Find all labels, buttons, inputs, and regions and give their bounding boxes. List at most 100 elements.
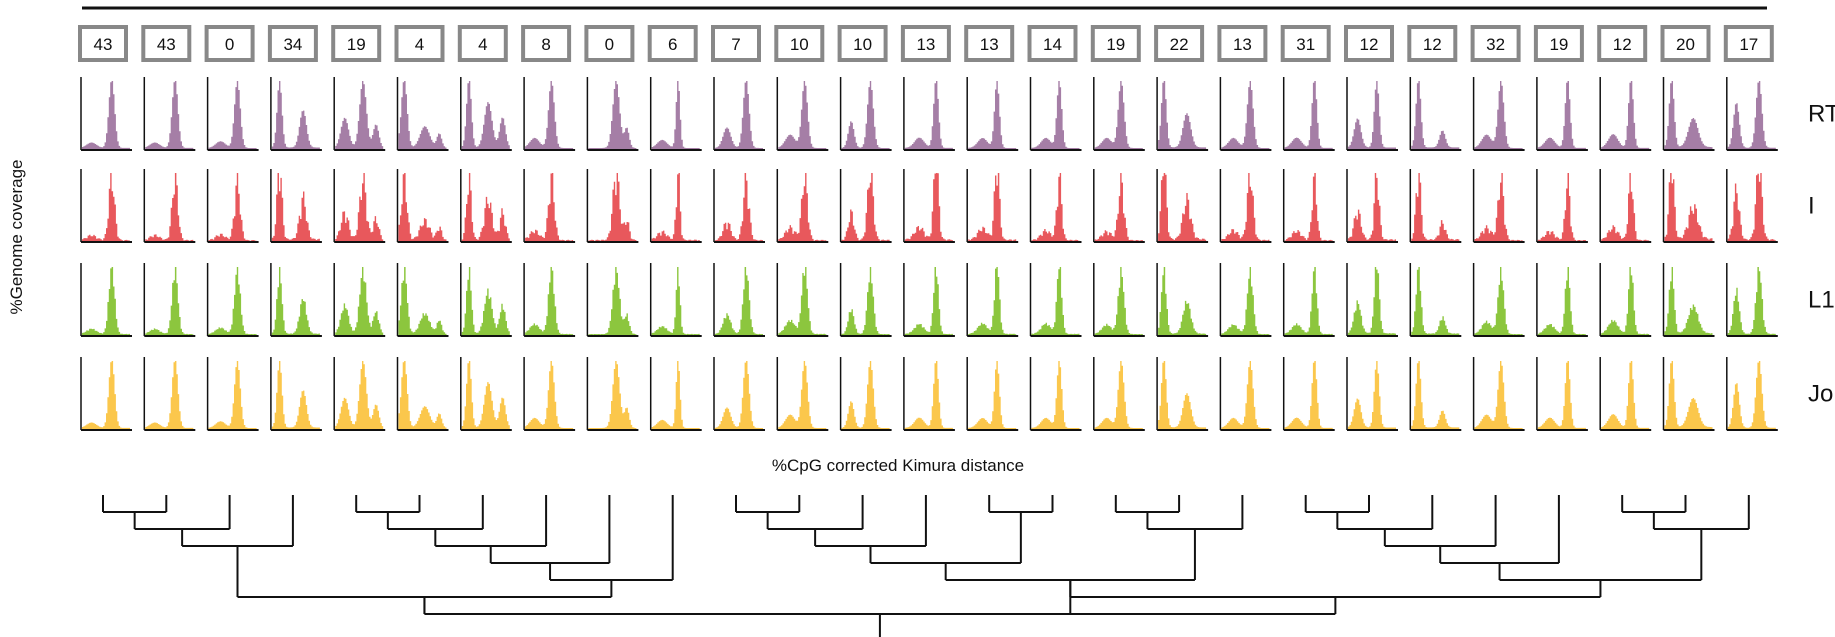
histogram-panel: [776, 77, 829, 151]
histogram-panel: [523, 263, 576, 337]
count-box: [1217, 25, 1268, 62]
histogram-area: [1221, 81, 1270, 150]
count-box: [394, 25, 445, 62]
histogram-panel: [396, 263, 449, 337]
histogram-area: [335, 361, 384, 430]
histogram-area: [398, 81, 447, 150]
count-label: 13: [980, 35, 999, 54]
count-box: [1154, 25, 1205, 62]
count-label: 12: [1360, 35, 1379, 54]
histogram-panel: [206, 77, 259, 151]
histogram-area: [904, 81, 953, 150]
count-box: [1470, 25, 1521, 62]
histogram-area: [1094, 267, 1143, 336]
histogram-area: [651, 81, 700, 150]
histogram-panel: [586, 77, 639, 151]
row-labels: RT I L1 Jo: [1808, 101, 1835, 408]
count-label: 19: [1106, 35, 1125, 54]
histogram-panel: [1472, 357, 1525, 431]
histogram-panel: [460, 169, 512, 243]
histogram-grid: [80, 77, 1778, 431]
count-label: 34: [283, 35, 302, 54]
histogram-area: [1537, 267, 1586, 336]
histogram-panel: [1536, 77, 1588, 151]
histogram-area: [398, 173, 447, 242]
histogram-panel: [1346, 169, 1398, 243]
histogram-area: [1221, 361, 1270, 430]
histogram-area: [525, 267, 574, 336]
dendrogram: [102, 495, 1750, 637]
y-axis-title: %Genome coverage: [7, 160, 26, 315]
histogram-area: [335, 267, 384, 336]
histogram-area: [1474, 173, 1523, 242]
histogram-panel: [1472, 263, 1525, 337]
histogram-panel: [649, 169, 702, 243]
histogram-area: [398, 361, 447, 430]
histogram-area: [145, 361, 194, 430]
histogram-area: [145, 81, 194, 150]
count-box: [900, 25, 951, 62]
histogram-area: [208, 361, 257, 430]
count-label: 6: [668, 35, 677, 54]
histogram-panel: [586, 169, 639, 243]
count-box: [521, 25, 572, 62]
histogram-area: [1348, 361, 1396, 430]
histogram-panel: [1409, 169, 1462, 243]
count-label: 43: [94, 35, 113, 54]
histogram-panel: [1219, 357, 1272, 431]
histogram-area: [525, 361, 574, 430]
histogram-panel: [1599, 77, 1652, 151]
histogram-area: [82, 81, 130, 150]
histogram-area: [271, 81, 320, 150]
count-label: 4: [415, 35, 424, 54]
histogram-panel: [270, 77, 322, 151]
histogram-area: [208, 267, 257, 336]
histogram-panel: [1536, 263, 1588, 337]
histogram-panel: [333, 77, 386, 151]
histogram-panel: [1472, 169, 1525, 243]
histogram-area: [82, 267, 130, 336]
count-label: 12: [1423, 35, 1442, 54]
histogram-panel: [713, 357, 765, 431]
histogram-panel: [649, 357, 702, 431]
histogram-panel: [143, 263, 196, 337]
count-label: 10: [790, 35, 809, 54]
histogram-panel: [1219, 263, 1272, 337]
histogram-area: [1474, 361, 1523, 430]
histogram-area: [715, 267, 763, 336]
histogram-area: [968, 361, 1017, 430]
count-box: [647, 25, 698, 62]
histogram-panel: [1726, 169, 1778, 243]
histogram-area: [1664, 361, 1713, 430]
histogram-area: [1348, 173, 1396, 242]
histogram-area: [398, 267, 447, 336]
histogram-area: [841, 267, 890, 336]
count-label: 20: [1676, 35, 1695, 54]
histogram-panel: [1409, 263, 1462, 337]
histogram-panel: [333, 357, 386, 431]
histogram-area: [1664, 267, 1713, 336]
histogram-area: [588, 361, 637, 430]
histogram-panel: [903, 77, 955, 151]
histogram-panel: [1662, 169, 1715, 243]
histogram-area: [1727, 81, 1776, 150]
histogram-panel: [333, 169, 386, 243]
histogram-area: [1664, 81, 1713, 150]
count-label: 7: [731, 35, 740, 54]
histogram-panel: [776, 357, 829, 431]
histogram-area: [715, 173, 763, 242]
count-box: [1723, 25, 1774, 62]
histogram-panel: [1282, 357, 1335, 431]
count-box: [1597, 25, 1648, 62]
histogram-panel: [1219, 77, 1272, 151]
histogram-panel: [776, 169, 829, 243]
histogram-area: [968, 267, 1017, 336]
histogram-area: [841, 361, 890, 430]
histogram-area: [778, 173, 827, 242]
count-label: 43: [157, 35, 176, 54]
histogram-panel: [1029, 357, 1082, 431]
histogram-area: [1474, 81, 1523, 150]
histogram-panel: [839, 357, 892, 431]
histogram-panel: [586, 263, 639, 337]
histogram-area: [1031, 173, 1080, 242]
